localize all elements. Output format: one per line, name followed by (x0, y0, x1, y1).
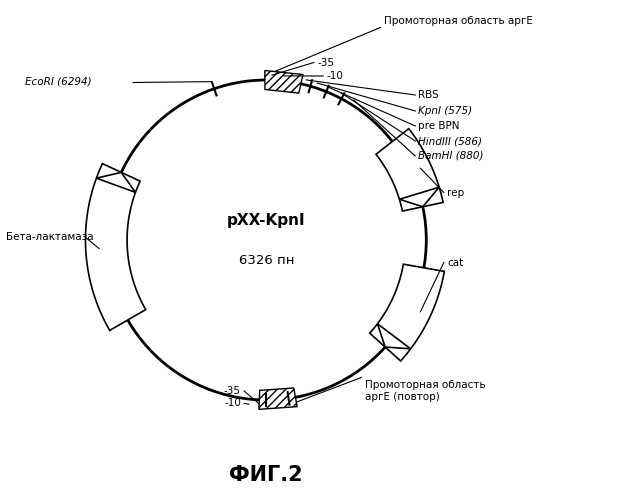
Polygon shape (376, 128, 443, 211)
Text: pre BPN: pre BPN (418, 121, 460, 131)
Text: Промоторная область аргЕ: Промоторная область аргЕ (384, 16, 533, 26)
Text: Бета-лактамаза: Бета-лактамаза (6, 232, 94, 242)
Text: 6326 пн: 6326 пн (238, 254, 294, 266)
Polygon shape (96, 172, 136, 193)
Text: rep: rep (447, 188, 464, 198)
Text: -35: -35 (317, 58, 334, 68)
Polygon shape (377, 324, 411, 349)
Polygon shape (86, 164, 146, 330)
Text: cat: cat (447, 258, 463, 268)
Polygon shape (399, 187, 439, 206)
Text: ФИГ.2: ФИГ.2 (230, 465, 303, 485)
Text: pXX-KpnI: pXX-KpnI (227, 212, 306, 228)
Polygon shape (265, 70, 303, 93)
Text: EcoRI (6294): EcoRI (6294) (25, 76, 92, 86)
Text: HindIII (586): HindIII (586) (418, 136, 482, 146)
Text: Промоторная область
аргЕ (повтор): Промоторная область аргЕ (повтор) (365, 380, 485, 402)
Polygon shape (259, 388, 297, 409)
Text: BamHI (880): BamHI (880) (418, 151, 484, 161)
Text: KpnI (575): KpnI (575) (418, 106, 472, 116)
Text: -10: -10 (224, 398, 241, 408)
Polygon shape (370, 264, 444, 361)
Text: RBS: RBS (418, 90, 439, 100)
Text: -35: -35 (224, 386, 241, 396)
Text: -10: -10 (327, 71, 344, 81)
